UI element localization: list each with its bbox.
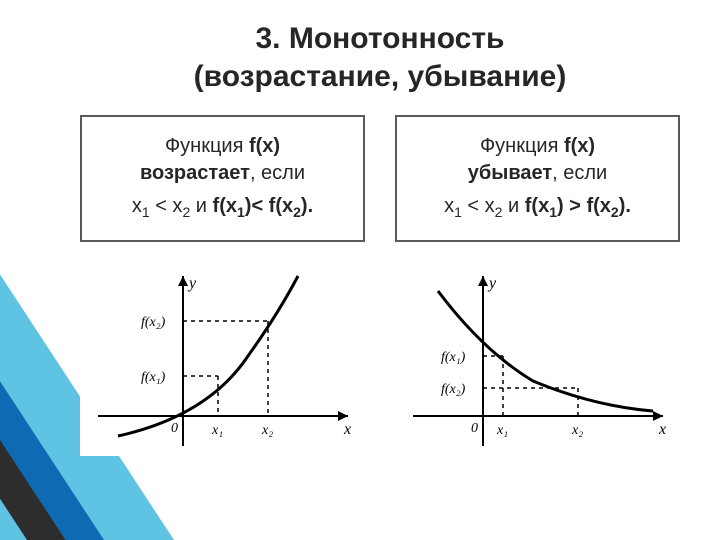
slide-title: 3. Монотонность (возрастание, убывание) xyxy=(80,20,680,95)
svg-text:x₂: x₂ xyxy=(261,423,273,438)
increasing-definition-box: Функция f(x) возрастает, если x1 < x2 и … xyxy=(80,115,365,242)
svg-text:f(x₁): f(x₁) xyxy=(441,350,466,365)
text-bold: f(x xyxy=(213,195,237,217)
svg-text:x: x xyxy=(343,421,351,438)
subscript: 2 xyxy=(611,204,619,220)
text: и xyxy=(502,195,524,217)
svg-text:x₁: x₁ xyxy=(211,423,223,438)
text: Функция xyxy=(480,135,564,157)
decreasing-definition-box: Функция f(x) убывает, если x1 < x2 и f(x… xyxy=(395,115,680,242)
svg-text:x₁: x₁ xyxy=(496,423,508,438)
text-bold: убывает xyxy=(468,162,552,184)
text-bold: ). xyxy=(301,195,313,217)
subscript: 1 xyxy=(454,204,462,220)
right-column: Функция f(x) убывает, если x1 < x2 и f(x… xyxy=(395,115,680,456)
text: Функция xyxy=(165,135,249,157)
subscript: 1 xyxy=(237,204,245,220)
svg-text:x: x xyxy=(658,421,666,438)
text-bold: )< f(x xyxy=(245,195,293,217)
columns: Функция f(x) возрастает, если x1 < x2 и … xyxy=(80,115,680,456)
svg-text:0: 0 xyxy=(171,421,178,436)
subscript: 1 xyxy=(549,204,557,220)
text-bold: возрастает xyxy=(140,162,250,184)
subscript: 1 xyxy=(142,204,150,220)
subscript: 2 xyxy=(293,204,301,220)
left-column: Функция f(x) возрастает, если x1 < x2 и … xyxy=(80,115,365,456)
text-bold: f(x xyxy=(525,195,549,217)
text-bold: f(x) xyxy=(564,135,595,157)
text: и xyxy=(190,195,212,217)
increasing-graph-container: y x 0 f(x₁) f(x₂) x₁ x₂ xyxy=(80,266,365,456)
decreasing-graph: y x 0 f(x₁) f(x₂) x₁ x₂ xyxy=(403,266,673,456)
text: x xyxy=(132,195,142,217)
svg-text:y: y xyxy=(187,275,197,292)
title-line-1: 3. Монотонность xyxy=(256,22,505,55)
decreasing-graph-container: y x 0 f(x₁) f(x₂) x₁ x₂ xyxy=(395,266,680,456)
title-line-2: (возрастание, убывание) xyxy=(194,60,567,93)
svg-text:f(x₂): f(x₂) xyxy=(441,382,466,397)
text-bold: ) > f(x xyxy=(557,195,611,217)
text: , если xyxy=(250,162,305,184)
svg-text:f(x₂): f(x₂) xyxy=(141,315,166,330)
increasing-graph: y x 0 f(x₁) f(x₂) x₁ x₂ xyxy=(88,266,358,456)
svg-text:y: y xyxy=(487,275,497,292)
svg-text:x₂: x₂ xyxy=(571,423,583,438)
text: x xyxy=(444,195,454,217)
svg-text:0: 0 xyxy=(471,421,478,436)
text: < x xyxy=(462,195,495,217)
text-bold: f(x) xyxy=(249,135,280,157)
text-bold: ). xyxy=(619,195,631,217)
svg-text:f(x₁): f(x₁) xyxy=(141,370,166,385)
text: , если xyxy=(552,162,607,184)
text: < x xyxy=(150,195,183,217)
